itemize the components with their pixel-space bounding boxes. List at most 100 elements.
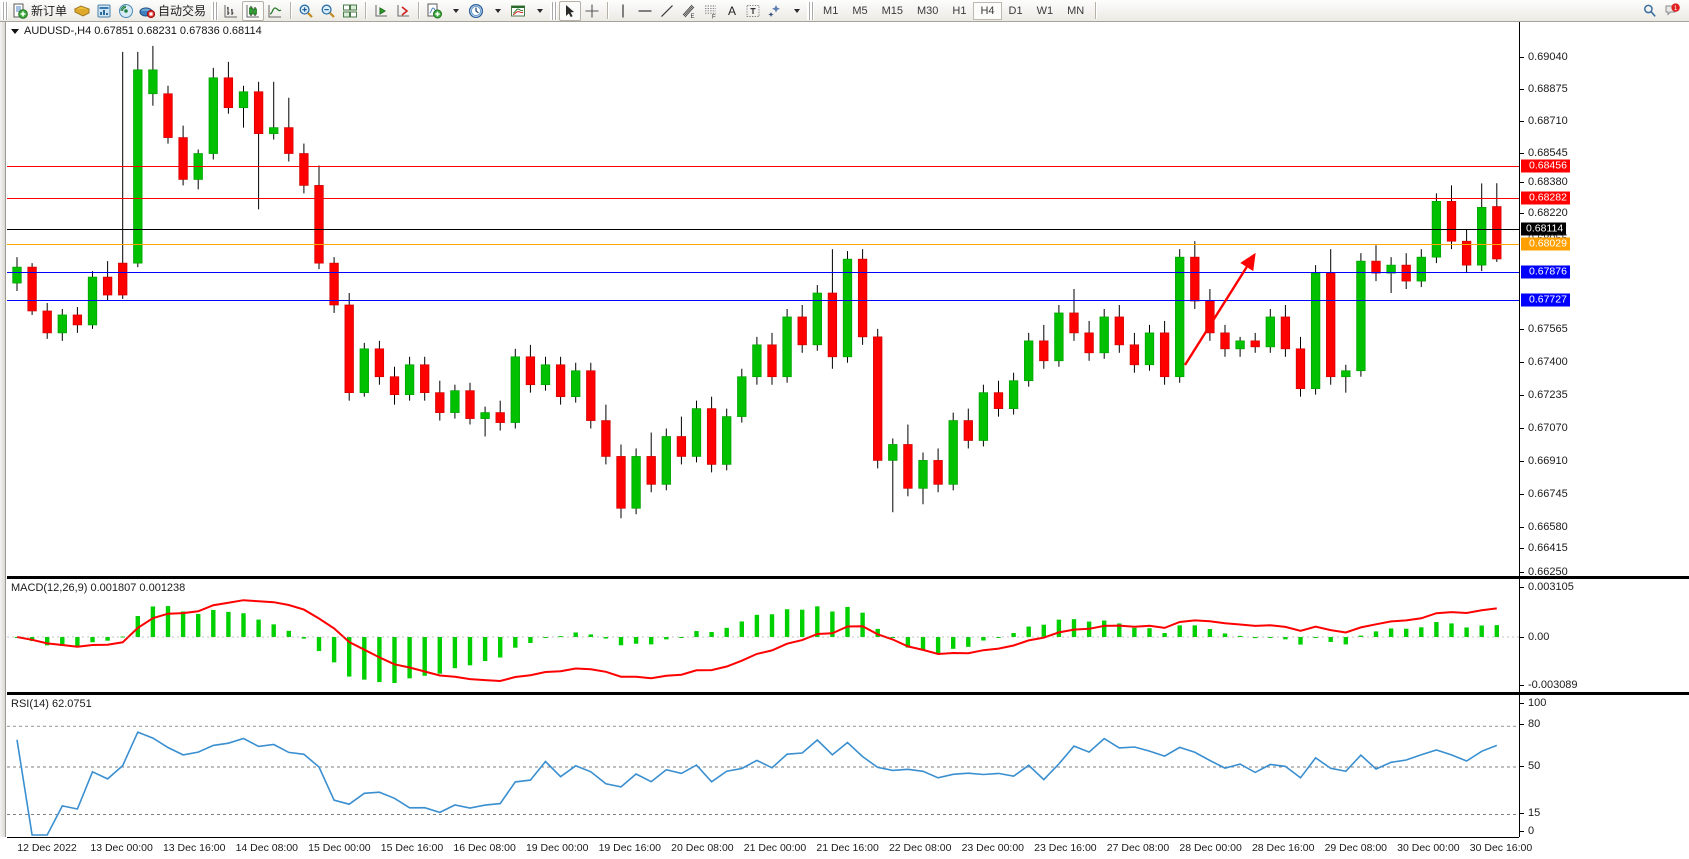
macd-series-layer	[7, 599, 1519, 683]
axis-tick	[1520, 428, 1524, 429]
axis-tick	[1520, 362, 1524, 363]
auto-scroll-button[interactable]	[370, 1, 392, 21]
zoom-out-button[interactable]	[317, 1, 339, 21]
price-tick-label: 0.67070	[1528, 422, 1568, 434]
period-dropdown[interactable]	[487, 1, 507, 21]
templates-dropdown[interactable]	[529, 1, 549, 21]
toolbar-grip-cursor[interactable]	[550, 1, 558, 20]
signals-button[interactable]	[115, 1, 137, 21]
time-axis[interactable]: 12 Dec 2022 13 Dec 00:00 13 Dec 16:00 14 De…	[7, 837, 1689, 859]
trendline-button[interactable]	[656, 1, 678, 21]
axis-tick	[1520, 329, 1524, 330]
time-tick-label: 19 Dec 00:00	[525, 842, 589, 854]
timeframe-d1[interactable]: D1	[1008, 4, 1023, 17]
axis-tick	[1520, 153, 1524, 154]
candlestick-chart-icon	[246, 4, 260, 17]
support-line-067727[interactable]	[7, 300, 1519, 301]
axis-tick	[1520, 213, 1524, 214]
cursor-arrow-icon	[566, 4, 575, 17]
chat-notification-button[interactable]: 1	[1661, 1, 1683, 21]
bar-chart-button[interactable]	[220, 1, 242, 21]
line-chart-button[interactable]	[264, 1, 286, 21]
tile-windows-icon	[343, 4, 358, 17]
price-tick-label: 0.67565	[1528, 323, 1568, 335]
indicators-dropdown[interactable]	[445, 1, 465, 21]
level-tag-support-2[interactable]: 0.67727	[1521, 293, 1570, 307]
text-label-icon	[746, 4, 760, 17]
toolbar-grip-timeframes[interactable]	[807, 1, 815, 20]
left-scrollbar[interactable]	[0, 22, 6, 837]
chevron-down-icon	[537, 8, 544, 13]
timeframe-w1[interactable]: W1	[1036, 4, 1054, 17]
auto-trading-button[interactable]: 自动交易	[137, 1, 210, 21]
macd-axis[interactable]: 0.003105 0.00 -0.003089	[1519, 579, 1689, 692]
level-tag-resistance-1[interactable]: 0.68456	[1521, 159, 1570, 173]
history-data-button[interactable]	[71, 1, 93, 21]
text-label-button[interactable]	[742, 1, 764, 21]
chart-symbol-ohlc: AUDUSD-,H4 0.67851 0.68231 0.67836 0.681…	[24, 25, 262, 37]
rsi-axis[interactable]: 100 80 50 15 0	[1519, 695, 1689, 837]
equidistant-channel-icon: E	[682, 4, 695, 19]
time-tick-label: 22 Dec 08:00	[888, 842, 952, 854]
indicators-button[interactable]	[423, 1, 445, 21]
level-tag-support-1[interactable]: 0.67876	[1521, 265, 1570, 279]
price-tick-label: 0.66910	[1528, 455, 1568, 467]
candlestick-chart-button[interactable]	[242, 0, 265, 21]
search-icon	[1644, 4, 1656, 17]
bar-chart-icon	[224, 4, 238, 17]
level-tag-pivot[interactable]: 0.68029	[1521, 237, 1570, 251]
toolbar-separator-4	[607, 2, 609, 19]
text-button[interactable]: A	[722, 1, 742, 21]
templates-icon	[511, 5, 526, 16]
templates-button[interactable]	[507, 1, 529, 21]
price-tick-label: 0.68380	[1528, 176, 1568, 188]
vertical-line-icon	[622, 4, 624, 17]
pivot-line-068029[interactable]	[7, 244, 1519, 245]
signals-icon	[119, 3, 134, 18]
shapes-dropdown[interactable]	[786, 1, 806, 21]
axis-tick	[1520, 57, 1524, 58]
line-chart-icon	[268, 4, 282, 17]
macd-tick-label: 0.003105	[1528, 581, 1574, 593]
horizontal-line-button[interactable]	[634, 1, 656, 21]
new-order-button[interactable]: 新订单	[10, 1, 71, 21]
shapes-button[interactable]	[764, 1, 786, 21]
toolbar-grip-trade[interactable]	[1, 1, 8, 20]
chart-shift-button[interactable]	[392, 1, 414, 21]
zoom-in-button[interactable]	[295, 1, 317, 21]
toolbar-separator-3	[418, 2, 420, 19]
timeframe-mn[interactable]: MN	[1067, 4, 1085, 17]
time-tick-label: 16 Dec 08:00	[453, 842, 516, 854]
macd-tick-label: 0.00	[1528, 631, 1550, 643]
toolbar-grip-charttype[interactable]	[211, 1, 219, 20]
timeframe-h4[interactable]: H4	[973, 1, 1002, 20]
resistance-line-068282[interactable]	[7, 198, 1519, 199]
timeframe-m5[interactable]: M5	[852, 4, 868, 17]
toolbar-separator-2	[365, 2, 367, 19]
period-clock-button[interactable]	[465, 1, 487, 21]
chart-plot-area[interactable]: AUDUSD-,H4 0.67851 0.68231 0.67836 0.681…	[7, 22, 1689, 859]
cursor-arrow-button[interactable]	[559, 0, 582, 21]
timeframe-m30[interactable]: M30	[917, 4, 939, 17]
price-axis[interactable]: 0.69040 0.68875 0.68710 0.68545 0.68380 …	[1519, 22, 1689, 578]
level-tag-resistance-2[interactable]: 0.68282	[1521, 191, 1570, 205]
axis-tick	[1520, 461, 1524, 462]
text-icon: A	[728, 3, 737, 18]
price-tick-label: 0.67235	[1528, 389, 1568, 401]
crosshair-button[interactable]	[581, 1, 603, 21]
timeframe-m15[interactable]: M15	[881, 4, 903, 17]
vertical-line-button[interactable]	[612, 1, 634, 21]
rsi-series-layer	[7, 725, 1519, 836]
timeframe-h1[interactable]: H1	[952, 4, 967, 17]
support-line-067876[interactable]	[7, 272, 1519, 273]
notification-badge-count: 1	[1674, 4, 1678, 11]
fibonacci-retracement-button[interactable]: F	[700, 1, 722, 21]
market-watch-button[interactable]	[93, 1, 115, 21]
equidistant-channel-button[interactable]: E	[678, 1, 700, 21]
resistance-line-068456[interactable]	[7, 166, 1519, 167]
timeframe-m1[interactable]: M1	[823, 4, 839, 17]
chart-menu-triangle-icon[interactable]	[11, 28, 19, 34]
search-button[interactable]	[1639, 1, 1661, 21]
price-tick-label: 0.66580	[1528, 521, 1568, 533]
tile-windows-button[interactable]	[339, 1, 361, 21]
